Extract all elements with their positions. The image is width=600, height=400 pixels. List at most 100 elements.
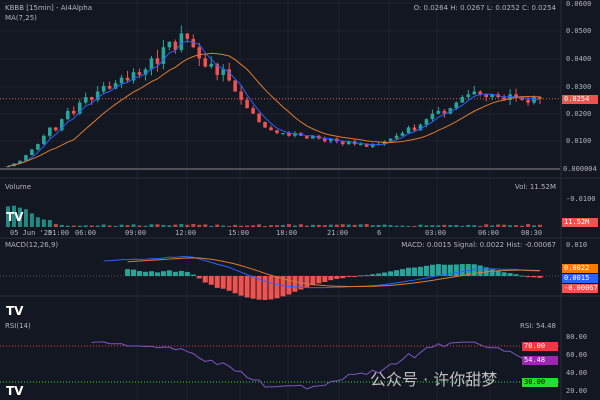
- macd-histogram-bar: [268, 276, 274, 300]
- candle-body: [155, 58, 160, 64]
- candle-body: [107, 86, 112, 89]
- candle-body: [71, 110, 76, 114]
- candle-body: [436, 110, 441, 114]
- volume-bar: [310, 224, 315, 227]
- time-tick: 06:00: [478, 229, 500, 237]
- volume-bar: [388, 225, 393, 227]
- candle-body: [514, 94, 518, 98]
- macd-histogram-bar: [364, 275, 370, 277]
- macd-histogram-bar: [178, 270, 184, 276]
- macd-histogram-bar: [334, 276, 340, 279]
- macd-histogram-bar: [137, 271, 143, 276]
- candle-body: [251, 108, 255, 114]
- volume-bar: [490, 225, 495, 227]
- volume-bar: [233, 224, 238, 227]
- volume-bar: [532, 225, 537, 227]
- candle-body: [30, 149, 34, 156]
- volume-bar: [101, 224, 106, 227]
- candle-body: [77, 102, 82, 114]
- candle-body: [95, 91, 100, 100]
- candle-body: [257, 113, 261, 122]
- macd-histogram-bar: [274, 276, 280, 299]
- macd-label: MACD(12,26,9): [5, 241, 59, 249]
- rsi-value-tag: 54.48: [522, 356, 558, 365]
- candle-body: [36, 144, 40, 150]
- candle-body: [370, 144, 375, 147]
- volume-bar: [143, 225, 148, 227]
- macd-hist-tag: -0.00067: [562, 284, 598, 293]
- volume-tag: 11.52M: [562, 218, 598, 227]
- volume-bar: [215, 224, 220, 227]
- candle-body: [89, 97, 94, 100]
- tradingview-logo: TV: [6, 210, 24, 224]
- candle-body: [6, 166, 10, 168]
- macd-histogram-bar: [256, 276, 262, 300]
- volume-bar: [478, 225, 483, 227]
- candle-body: [281, 133, 285, 135]
- macd-histogram-bar: [453, 264, 459, 276]
- candle-body: [340, 141, 345, 145]
- candle-body: [460, 97, 465, 103]
- candle-body: [65, 110, 70, 120]
- macd-histogram-bar: [441, 264, 447, 276]
- volume-bar: [286, 224, 291, 227]
- macd-histogram-bar: [286, 276, 292, 295]
- volume-bar: [155, 224, 160, 227]
- candle-body: [520, 97, 524, 100]
- macd-histogram-bar: [154, 272, 160, 276]
- rsi-tick: 40.00: [566, 369, 588, 377]
- volume-bar: [538, 224, 542, 227]
- candle-body: [346, 141, 351, 145]
- volume-bar: [179, 224, 184, 227]
- macd-histogram-bar: [382, 272, 388, 276]
- volume-bar: [484, 224, 489, 227]
- time-tick: 21:00: [327, 229, 349, 237]
- macd-histogram-bar: [358, 275, 364, 277]
- candle-body: [484, 94, 489, 98]
- volume-bar: [209, 225, 214, 227]
- macd-signal-tag: 0.0022: [562, 264, 598, 273]
- macd-histogram-bar: [489, 268, 495, 276]
- macd-line: [103, 256, 541, 289]
- volume-bar: [280, 225, 285, 227]
- macd-histogram-bar: [429, 264, 435, 276]
- price-tick: 0.0500: [566, 27, 592, 35]
- candle-body: [454, 102, 459, 109]
- candle-body: [179, 33, 184, 51]
- volume-bar: [221, 225, 226, 227]
- volume-bar: [89, 225, 94, 227]
- candle-body: [293, 133, 297, 136]
- volume-bar: [394, 225, 399, 227]
- candle-body: [263, 121, 267, 128]
- candle-body: [209, 63, 214, 67]
- candle-body: [442, 110, 447, 114]
- volume-bar: [107, 225, 112, 227]
- macd-histogram-bar: [495, 270, 501, 276]
- macd-histogram-bar: [370, 274, 376, 276]
- chart-title: KBBB [15min] - AI4Alpha: [5, 4, 92, 12]
- macd-histogram-bar: [280, 276, 286, 297]
- price-tick: 0.0300: [566, 83, 592, 91]
- candle-body: [394, 135, 399, 139]
- volume-bar: [59, 224, 64, 227]
- volume-bar: [364, 224, 369, 227]
- candle-body: [245, 99, 249, 109]
- volume-bar: [436, 225, 441, 227]
- candle-body: [113, 83, 118, 89]
- candle-body: [239, 91, 243, 100]
- candle-body: [478, 91, 483, 95]
- candle-body: [197, 47, 202, 59]
- candle-body: [18, 160, 22, 164]
- volume-bar: [454, 224, 459, 227]
- macd-histogram-bar: [394, 270, 400, 276]
- macd-histogram-bar: [262, 276, 268, 301]
- macd-histogram-bar: [417, 266, 423, 276]
- candle-body: [42, 135, 46, 145]
- volume-bar: [17, 207, 22, 227]
- time-tick: 05 Jun '25: [10, 229, 53, 237]
- volume-bar: [328, 224, 333, 227]
- rsi-70-tag: 70.00: [522, 342, 558, 351]
- macd-histogram-bar: [423, 265, 429, 276]
- price-tick: 0.0200: [566, 110, 592, 118]
- volume-bar: [113, 225, 118, 227]
